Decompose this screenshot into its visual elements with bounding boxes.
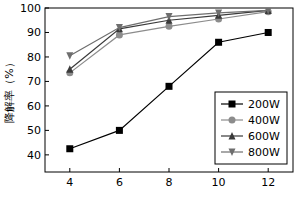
x-tick-label: 8 — [166, 176, 173, 189]
legend-marker — [229, 132, 236, 140]
point — [166, 13, 173, 20]
x-tick-label: 6 — [116, 176, 123, 189]
legend-box — [215, 92, 287, 164]
point — [66, 52, 73, 60]
x-tick — [268, 168, 269, 172]
y-tick-label: 80 — [27, 51, 41, 64]
legend-marker — [229, 117, 236, 124]
point — [116, 24, 123, 32]
y-tick — [45, 130, 49, 131]
point — [215, 39, 222, 46]
series-line — [70, 10, 268, 55]
series-line — [70, 10, 268, 69]
series-line — [70, 12, 268, 73]
x-tick-label: 10 — [212, 176, 226, 189]
y-tick-label: 60 — [27, 100, 41, 113]
legend-marker — [229, 149, 236, 157]
point — [116, 127, 123, 134]
legend-label: 800W — [248, 146, 280, 159]
chart: 4 6 8 10 12 40 50 60 70 80 90 100 降解率（%） 200W 400W 600W… — [0, 0, 300, 200]
x-tick — [69, 168, 70, 172]
y-tick — [45, 154, 49, 155]
y-tick — [45, 32, 49, 33]
point — [66, 65, 73, 73]
y-tick-label: 40 — [27, 149, 41, 162]
y-tick — [45, 56, 49, 57]
y-tick-label: 90 — [27, 26, 41, 39]
x-tick — [169, 168, 170, 172]
y-tick-label: 50 — [27, 124, 41, 137]
legend-marker — [229, 101, 236, 108]
plot-frame — [45, 8, 293, 172]
point — [166, 23, 173, 30]
legend: 200W 400W 600W 800W — [215, 92, 287, 164]
point — [215, 9, 222, 17]
x-tick — [119, 168, 120, 172]
x-tick — [218, 168, 219, 172]
y-tick-label: 70 — [27, 75, 41, 88]
legend-label: 600W — [248, 130, 280, 143]
point — [265, 8, 272, 14]
y-tick — [45, 8, 49, 9]
y-axis-label: 降解率（%） — [3, 57, 16, 122]
legend-label: 400W — [248, 114, 280, 127]
point — [116, 31, 123, 38]
point — [265, 29, 272, 36]
legend-label: 200W — [248, 98, 280, 111]
point — [166, 83, 173, 90]
y-tick-label: 100 — [20, 2, 41, 15]
x-tick-label: 12 — [261, 176, 275, 189]
x-tick-label: 4 — [66, 176, 73, 189]
y-tick — [45, 105, 49, 106]
y-tick — [45, 81, 49, 82]
point — [66, 145, 73, 152]
